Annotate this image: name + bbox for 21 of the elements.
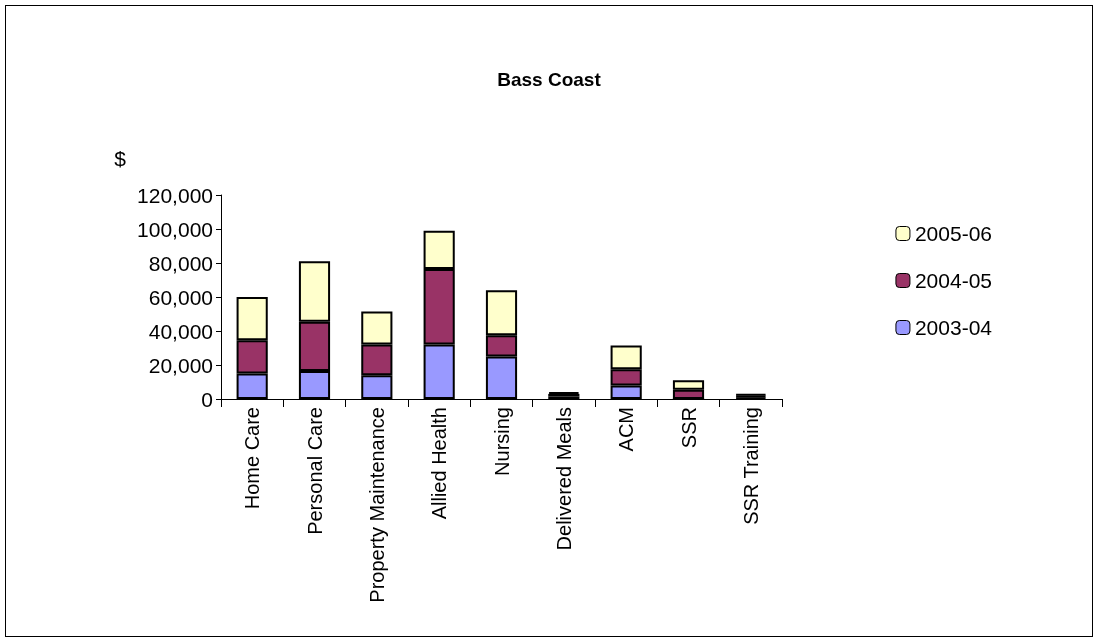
y-tick-label: 100,000 [137, 217, 213, 241]
y-axis-title: $ [114, 147, 127, 170]
y-tick-label: 0 [201, 387, 213, 411]
x-tick-label: Personal Care [303, 407, 326, 535]
x-tick-label: SSR Training [739, 407, 762, 525]
x-tick-label: Allied Health [428, 407, 451, 520]
x-tick-label: Property Maintenance [365, 407, 388, 603]
x-tick-label: Nursing [490, 407, 513, 476]
x-tick-label: ACM [615, 407, 638, 452]
y-tick-label: 120,000 [137, 183, 213, 207]
chart-title: Bass Coast [497, 69, 602, 90]
y-tick-label: 20,000 [148, 353, 213, 377]
legend-label: 2003-04 [914, 316, 993, 339]
x-tick-label: Delivered Meals [552, 407, 575, 551]
legend-label: 2005-06 [914, 222, 993, 245]
y-tick-label: 40,000 [148, 319, 213, 343]
legend-label: 2004-05 [914, 269, 993, 292]
y-tick-label: 60,000 [148, 285, 213, 309]
x-tick-label: SSR [677, 407, 700, 449]
x-tick-label: Home Care [241, 407, 264, 510]
y-tick-label: 80,000 [148, 251, 213, 275]
